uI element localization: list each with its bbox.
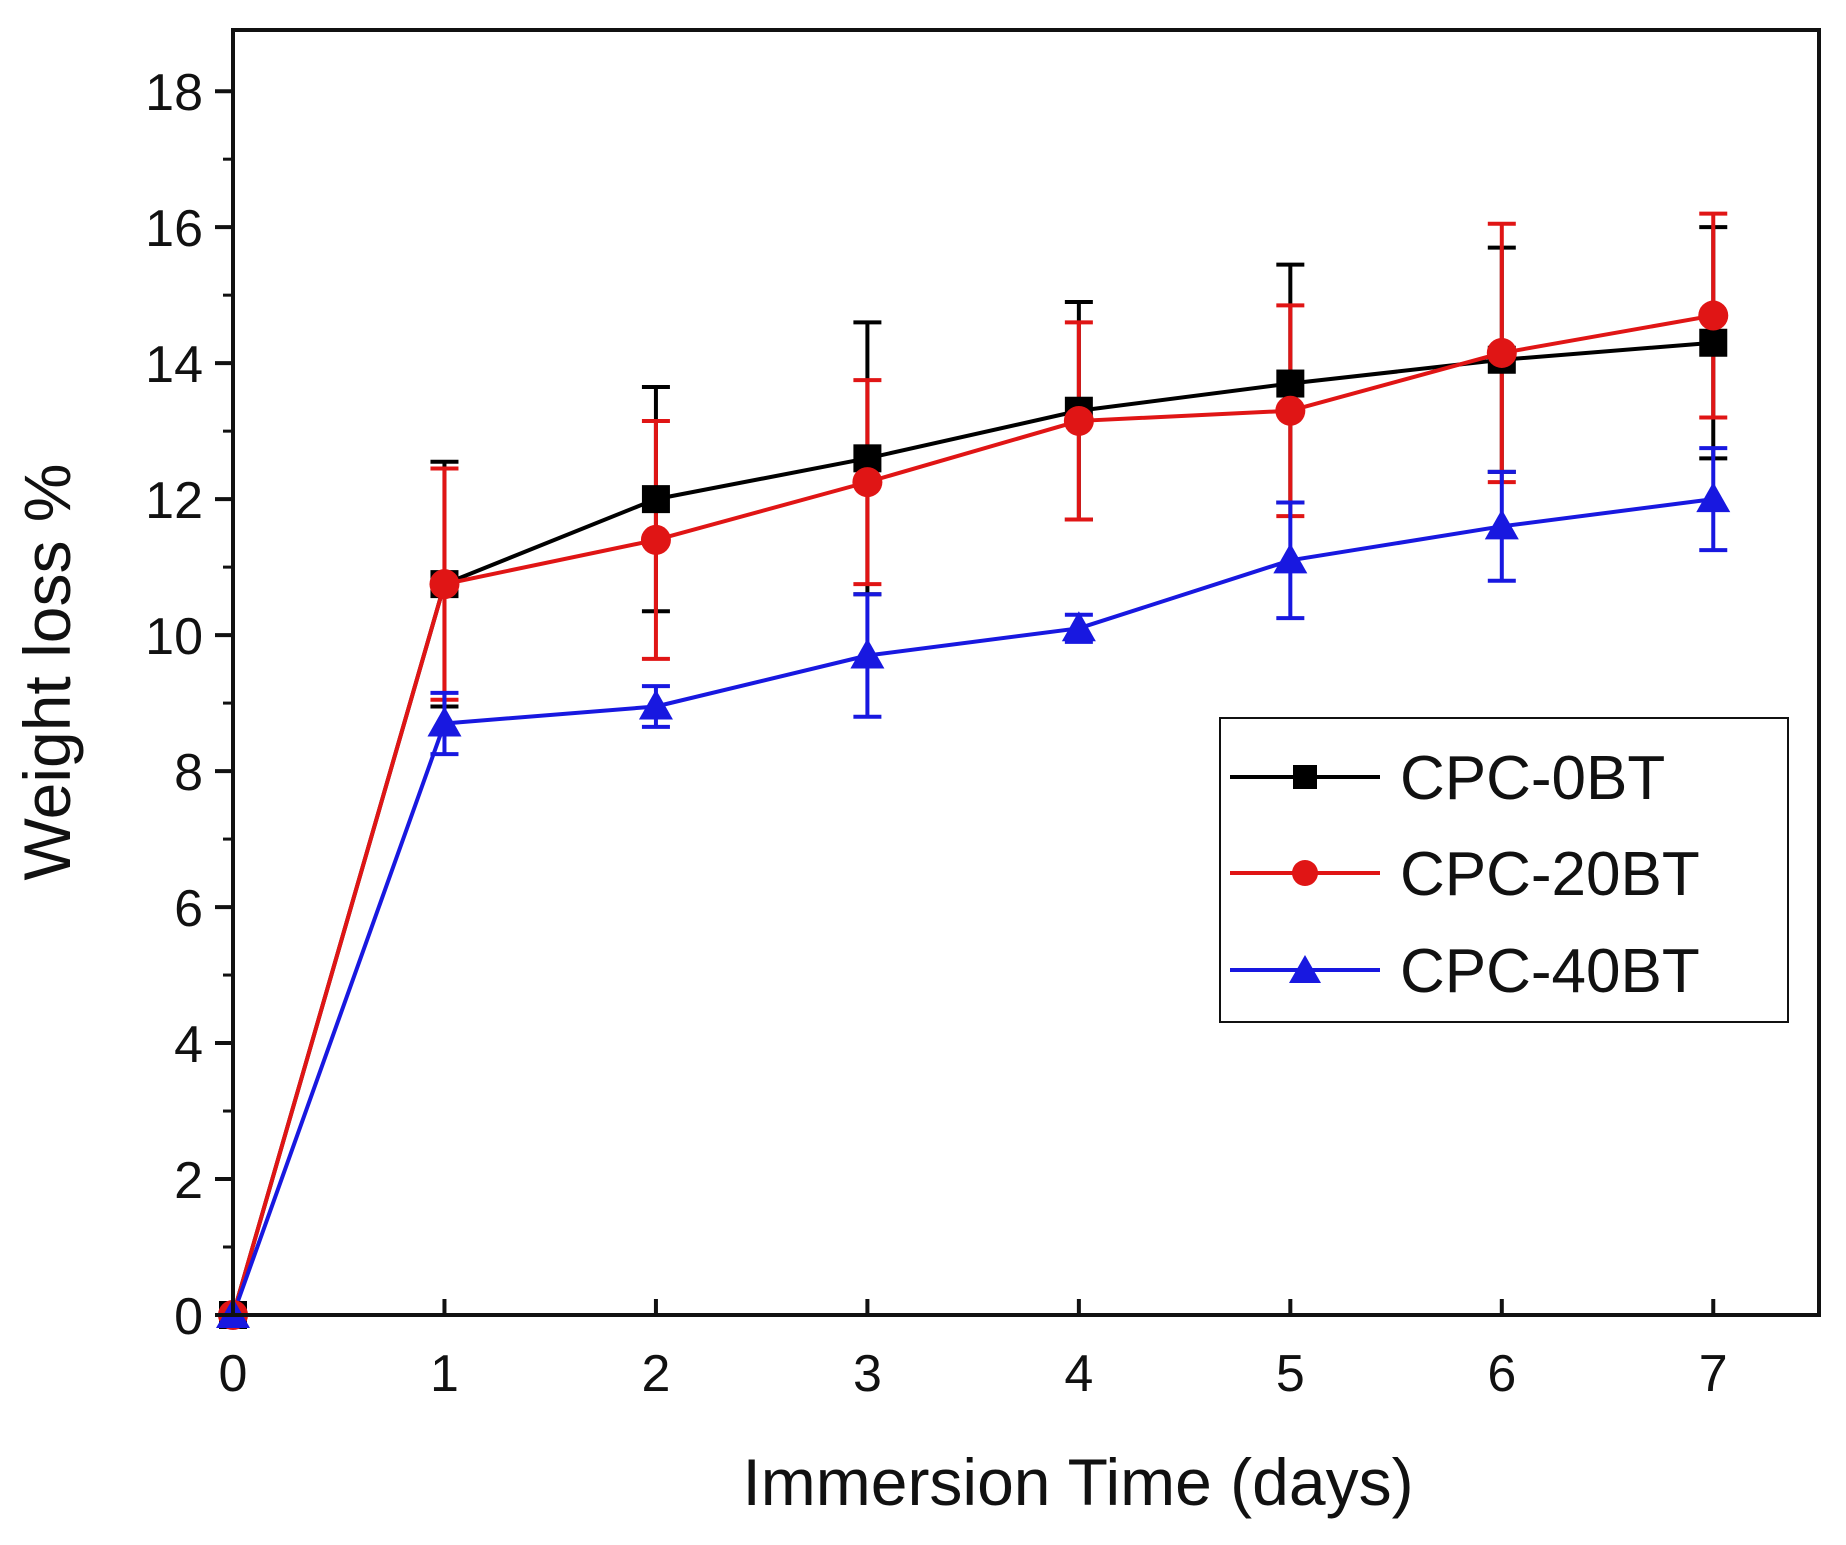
data-point-cpc-40bt-4 [1061,611,1096,642]
data-point-cpc-40bt-1 [427,706,462,737]
x-tick-label-1: 1 [430,1345,459,1403]
legend-marker-cpc-40bt [1289,955,1321,983]
y-tick-label-8: 8 [174,744,203,802]
x-tick-label-6: 6 [1487,1345,1516,1403]
data-point-cpc-40bt-2 [638,689,673,720]
data-point-cpc-20bt-5 [1275,395,1306,426]
legend-label-cpc-40bt: CPC-40BT [1400,937,1700,1006]
legend-marker-cpc-20bt [1292,860,1318,886]
data-point-cpc-20bt-4 [1063,405,1094,436]
legend-label-cpc-0bt: CPC-0BT [1400,744,1665,813]
data-point-cpc-20bt-2 [640,524,671,555]
y-tick-label-6: 6 [174,880,203,938]
data-point-cpc-20bt-7 [1698,300,1729,331]
x-axis-label: Immersion Time (days) [742,1445,1413,1519]
data-point-cpc-40bt-7 [1696,482,1731,513]
x-tick-label-5: 5 [1276,1345,1305,1403]
y-tick-label-4: 4 [174,1016,203,1074]
x-tick-label-3: 3 [853,1345,882,1403]
y-tick-label-14: 14 [145,336,203,394]
data-point-cpc-0bt-2 [641,485,670,514]
data-point-cpc-40bt-6 [1484,509,1519,540]
y-axis-label: Weight loss % [10,464,84,881]
x-tick-label-2: 2 [641,1345,670,1403]
series-line-cpc-20bt [231,313,1714,1316]
data-point-cpc-40bt-5 [1273,543,1308,574]
plot-frame [231,28,1821,1317]
data-point-cpc-0bt-7 [1699,328,1728,357]
data-point-cpc-20bt-3 [852,467,883,498]
data-point-cpc-20bt-1 [429,569,460,600]
x-tick-label-4: 4 [1064,1345,1093,1403]
data-point-cpc-40bt-3 [850,638,885,669]
x-tick-label-7: 7 [1699,1345,1728,1403]
y-tick-label-12: 12 [145,472,203,530]
y-tick-label-16: 16 [145,200,203,258]
y-tick-label-2: 2 [174,1152,203,1210]
x-tick-label-0: 0 [219,1345,248,1403]
y-tick-label-18: 18 [145,64,203,122]
y-tick-label-0: 0 [174,1288,203,1346]
data-point-cpc-20bt-6 [1486,337,1517,368]
data-point-cpc-0bt-5 [1276,369,1305,398]
legend-marker-cpc-0bt [1293,765,1317,789]
legend: CPC-0BT CPC-20BT CPC-40BT [1219,717,1789,1023]
y-tick-label-10: 10 [145,608,203,666]
series-line-cpc-40bt [231,497,1714,1316]
series-layer [216,211,1731,1330]
legend-label-cpc-20bt: CPC-20BT [1400,840,1700,909]
